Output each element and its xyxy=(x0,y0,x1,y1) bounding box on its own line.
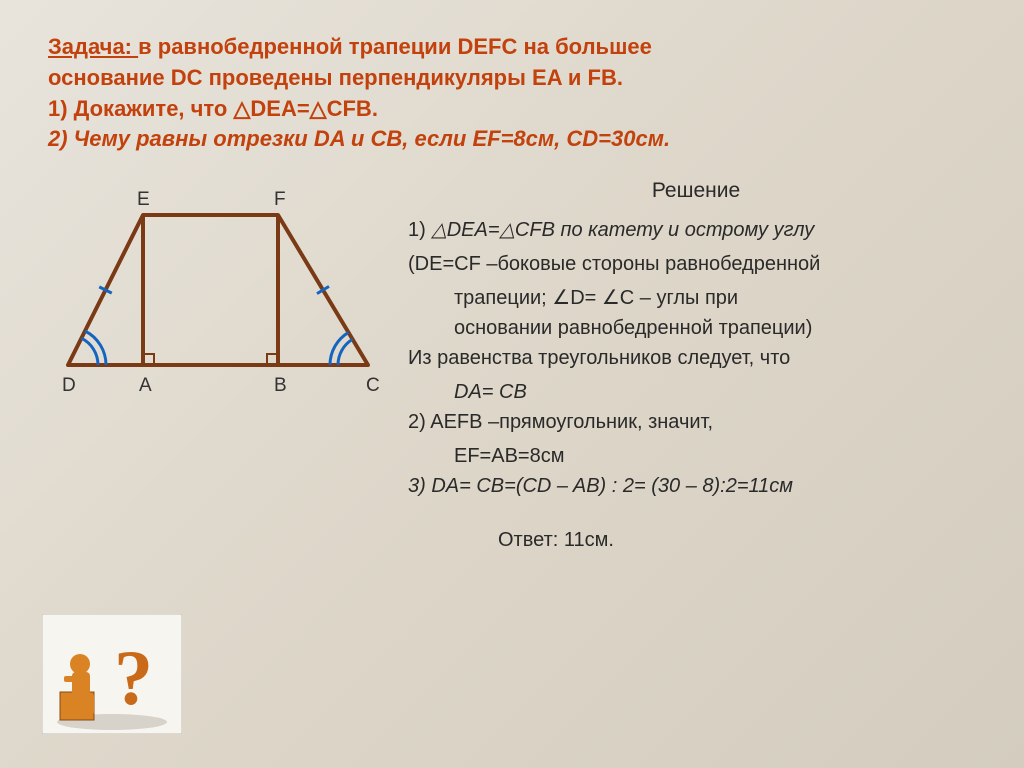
svg-text:A: A xyxy=(139,375,152,396)
step-8: EF=AB=8см xyxy=(408,441,984,471)
solution-block: Решение 1) △DEA=△CFB по катету и острому… xyxy=(400,175,984,555)
title-label: Задача: xyxy=(48,34,138,59)
svg-text:D: D xyxy=(62,375,76,396)
title-line4: 2) Чему равны отрезки DA и CB, если EF=8… xyxy=(48,126,670,151)
step-6: DA= CB xyxy=(408,377,984,407)
step-1: 1) △DEA=△CFB по катету и острому углу xyxy=(408,215,984,245)
answer-line: Ответ: 11см. xyxy=(408,525,984,555)
step-9: 3) DA= CB=(CD – AB) : 2= (30 – 8):2=11см xyxy=(408,471,984,501)
step-5: Из равенства треугольников следует, что xyxy=(408,343,984,373)
trapezoid-diagram: E F D C A B xyxy=(48,185,393,400)
step-3: трапеции; ∠D= ∠C – углы при xyxy=(408,283,984,313)
thinker-icon: ? xyxy=(42,614,182,734)
svg-text:E: E xyxy=(137,189,150,210)
svg-text:F: F xyxy=(274,189,286,210)
step-7: 2) AEFB –прямоугольник, значит, xyxy=(408,407,984,437)
title-line2: основание DC проведены перпендикуляры EA… xyxy=(48,65,623,90)
step-4: основании равнобедренной трапеции) xyxy=(408,313,984,343)
title-line1: в равнобедренной трапеции DEFC на больше… xyxy=(138,34,652,59)
step-2: (DE=CF –боковые стороны равнобедренной xyxy=(408,249,984,279)
svg-text:B: B xyxy=(274,375,287,396)
svg-text:?: ? xyxy=(114,634,153,721)
solution-heading: Решение xyxy=(408,175,984,207)
title-line3: 1) Докажите, что △DEA=△CFB. xyxy=(48,96,378,121)
svg-text:C: C xyxy=(366,375,380,396)
problem-title: Задача: в равнобедренной трапеции DEFC н… xyxy=(0,0,1024,175)
